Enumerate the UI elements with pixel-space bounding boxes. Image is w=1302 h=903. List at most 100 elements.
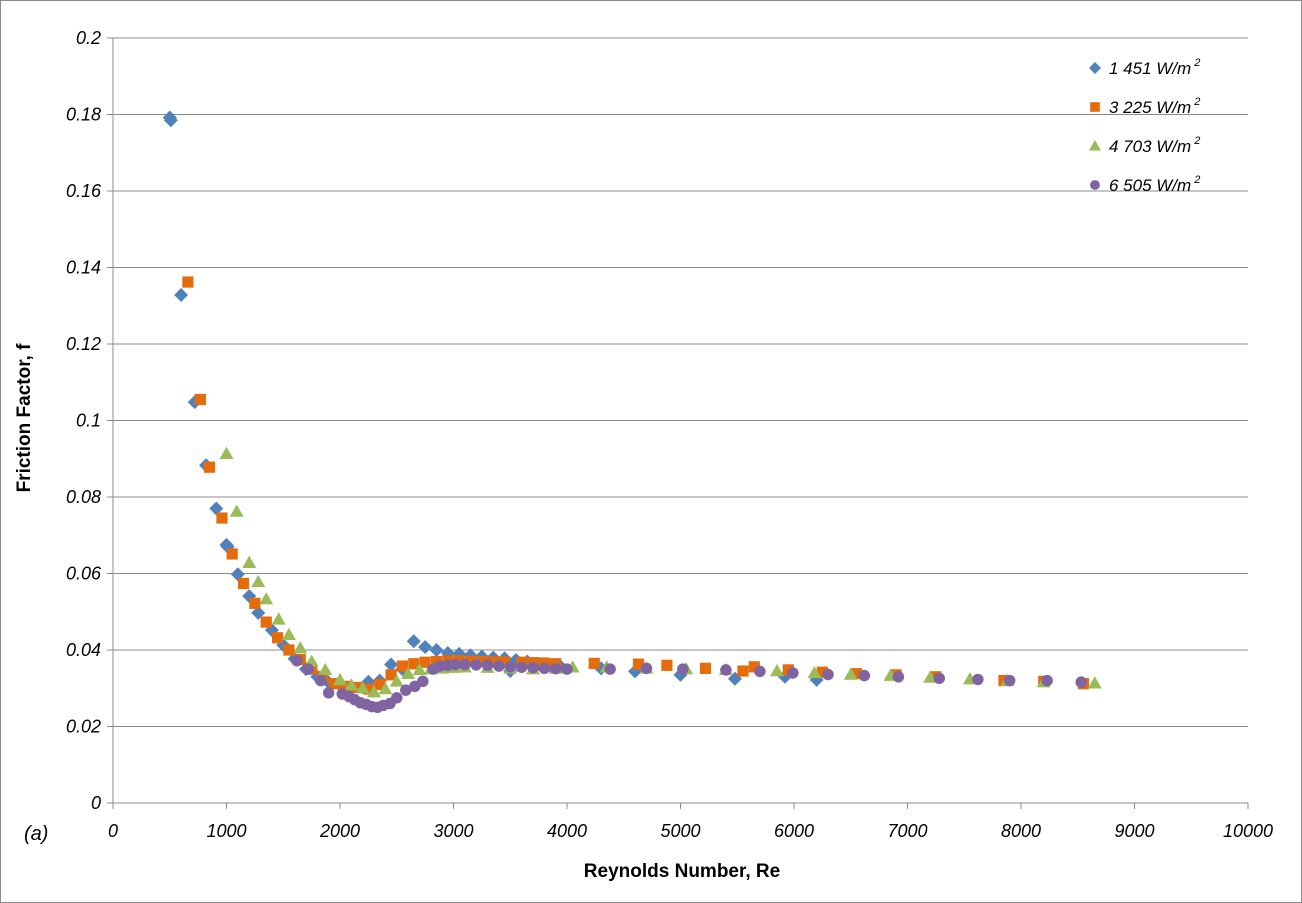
y-tick-label: 0.2 [76, 28, 101, 48]
data-point [384, 657, 399, 672]
panel-label: (a) [24, 823, 48, 845]
data-point [163, 113, 178, 128]
data-point [822, 668, 834, 681]
data-point [816, 666, 828, 678]
data-point [242, 555, 257, 569]
data-point [314, 674, 327, 687]
data-point [291, 654, 303, 667]
points-layer [162, 110, 1102, 714]
data-point [333, 672, 347, 686]
x-tick-label: 10000 [1223, 821, 1273, 841]
data-point [769, 664, 784, 677]
data-point [260, 616, 272, 628]
data-point [340, 680, 352, 692]
data-point [476, 655, 488, 668]
data-point [498, 656, 511, 668]
legend-item: 1 451 W/m 2 [1089, 57, 1200, 78]
x-tick-label: 2000 [319, 821, 360, 841]
legend-marker [1089, 62, 1101, 74]
data-point [293, 641, 308, 654]
data-point [396, 660, 409, 672]
data-point [182, 276, 194, 288]
data-point [251, 605, 266, 620]
data-point [1087, 676, 1102, 689]
data-point [412, 662, 427, 676]
data-point [401, 666, 416, 679]
y-tick-label: 0.04 [66, 640, 101, 660]
data-point [850, 668, 863, 680]
x-tick-label: 1000 [206, 821, 246, 841]
data-point [481, 659, 494, 672]
data-point [281, 627, 296, 640]
series-4 [291, 654, 1087, 714]
y-tick-label: 0.02 [66, 717, 101, 737]
data-point [493, 660, 505, 672]
data-point [588, 657, 600, 669]
data-point [355, 681, 370, 694]
data-point [720, 664, 732, 676]
data-point [259, 592, 274, 605]
data-point [417, 675, 429, 688]
data-point [271, 632, 284, 644]
data-point [237, 577, 250, 590]
y-axis-title: Friction Factor, f [14, 343, 35, 493]
data-point [527, 661, 539, 674]
data-point [1003, 674, 1016, 687]
data-point [389, 674, 404, 687]
y-tick-label: 0.18 [66, 105, 101, 125]
data-point [374, 678, 386, 691]
data-point [219, 446, 234, 460]
data-point [378, 682, 393, 695]
data-point [406, 634, 421, 649]
data-point [229, 504, 244, 517]
data-point [209, 501, 224, 516]
ticks-layer: 0 0.02 0.04 0.06 0.08 0.1 0.12 0.14 0.16 0.18 0.2 0… [66, 28, 1273, 841]
data-point [549, 663, 562, 675]
legend-label: 6 505 W/m 2 [1109, 174, 1200, 195]
data-point [400, 684, 412, 696]
x-tick-label: 9000 [1114, 821, 1154, 841]
data-point [640, 662, 653, 675]
data-point [194, 393, 206, 406]
data-point [754, 665, 766, 678]
data-point [737, 665, 749, 677]
data-point [283, 644, 295, 656]
data-point [843, 667, 858, 680]
data-point [351, 681, 363, 694]
legend-item: 3 225 W/m 2 [1090, 96, 1200, 117]
data-point [538, 662, 551, 675]
x-tick-label: 0 [108, 821, 118, 841]
x-tick-label: 6000 [774, 821, 814, 841]
legend-item: 4 703 W/m 2 [1089, 135, 1200, 156]
data-point [604, 663, 616, 675]
legend-label: 3 225 W/m 2 [1109, 96, 1200, 117]
legend: 1 451 W/m 2 3 225 W/m 2 4 703 W/m 2 6 505 W/m 2 [1089, 57, 1200, 195]
data-point [242, 589, 257, 604]
data-point [1041, 674, 1053, 687]
data-point [418, 639, 433, 654]
data-point [515, 661, 528, 673]
data-point [487, 656, 499, 668]
axes-layer [107, 37, 1249, 809]
data-point [271, 612, 286, 625]
data-point [504, 661, 516, 673]
data-point [318, 662, 333, 676]
data-point [787, 667, 799, 679]
data-point [459, 658, 471, 671]
data-point [362, 683, 374, 695]
data-point [933, 672, 946, 685]
data-point [385, 669, 397, 681]
data-point [344, 678, 359, 691]
data-point [391, 692, 403, 704]
data-point [892, 671, 905, 683]
data-point [464, 655, 477, 667]
legend-marker [1090, 180, 1100, 190]
data-point [632, 658, 645, 670]
data-point [251, 574, 266, 588]
data-point [408, 658, 420, 670]
data-point [419, 656, 431, 668]
y-tick-label: 0.1 [76, 411, 101, 431]
data-point [450, 658, 462, 671]
